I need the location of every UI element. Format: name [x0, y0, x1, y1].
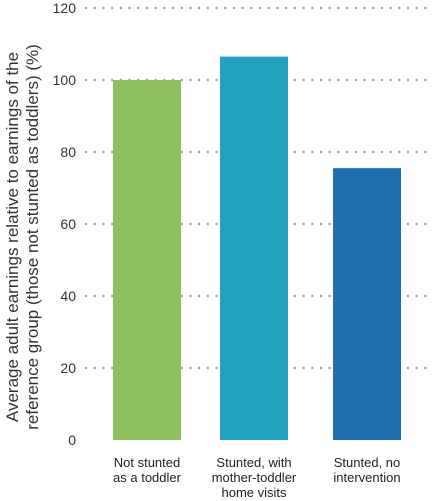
- y-tick-label: 20: [60, 360, 76, 376]
- y-tick-label: 80: [60, 144, 76, 160]
- y-tick-label: 40: [60, 288, 76, 304]
- y-axis-label: Average adult earnings relative to earni…: [3, 44, 42, 430]
- y-tick-label: 120: [53, 0, 77, 16]
- y-axis-title: Average adult earnings relative to earni…: [3, 44, 42, 430]
- bar-3: [333, 168, 401, 440]
- bar-2: [220, 56, 288, 440]
- bar-1: [113, 80, 181, 440]
- y-tick-label: 0: [68, 432, 76, 448]
- y-tick-labels: 0 20 40 60 80 100 120: [53, 0, 77, 448]
- y-tick-label: 100: [53, 72, 77, 88]
- bars: [113, 56, 401, 440]
- y-tick-label: 60: [60, 216, 76, 232]
- x-category-label: Stunted, no intervention: [333, 455, 400, 485]
- x-category-label: Stunted, with mother-toddler home visits: [212, 455, 297, 500]
- x-category-label: Not stunted as a toddler: [113, 455, 182, 485]
- x-category-labels: Not stunted as a toddler Stunted, with moth…: [113, 455, 401, 500]
